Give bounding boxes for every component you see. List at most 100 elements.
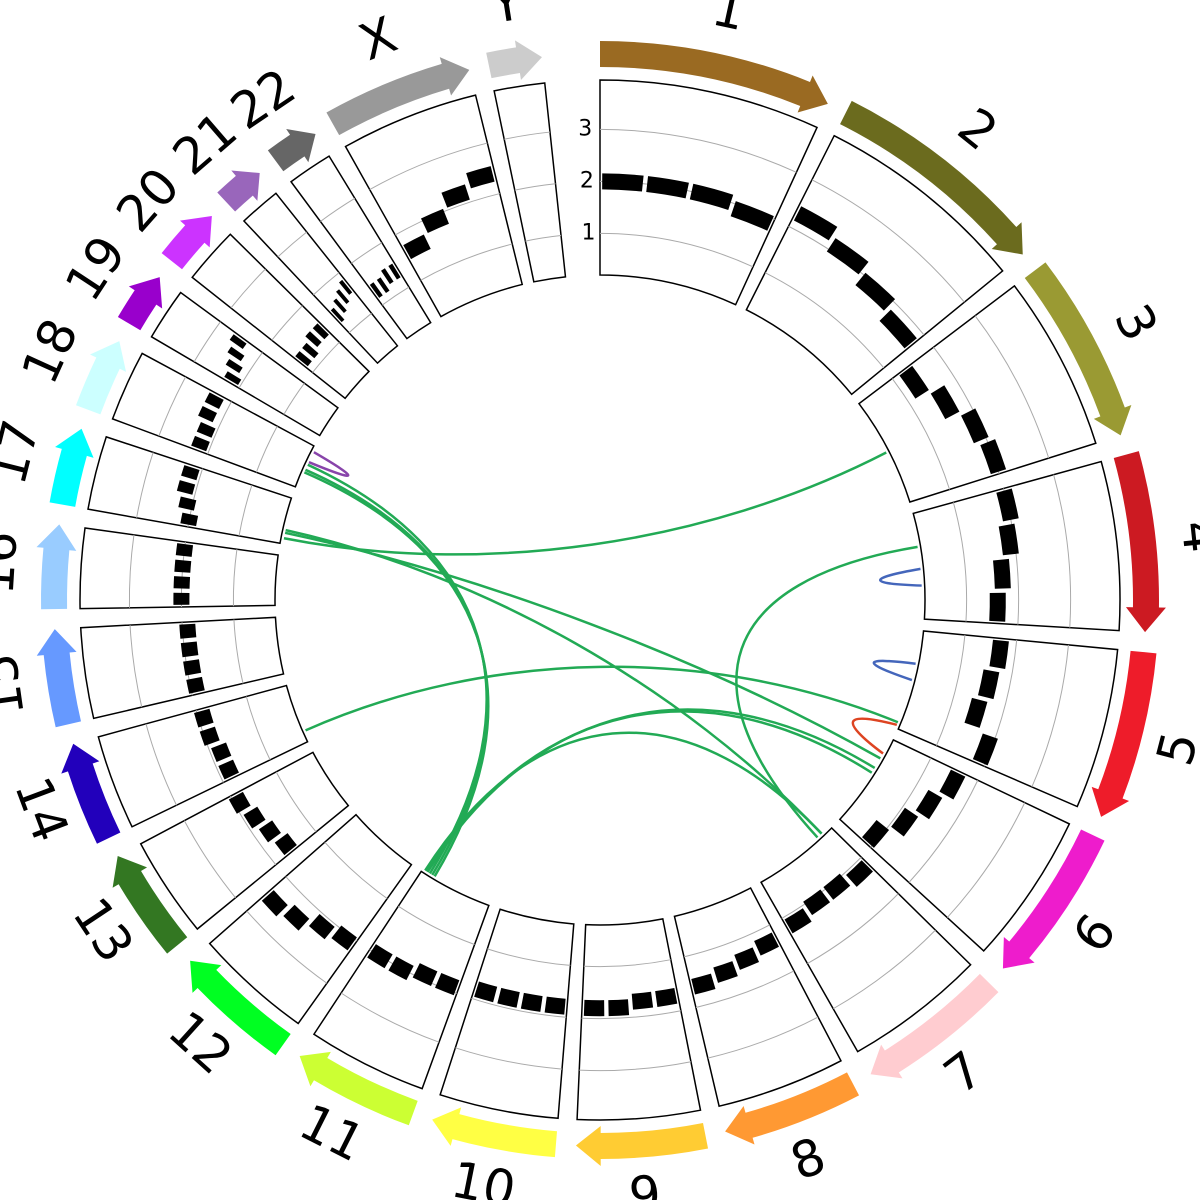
copy-number-segment: [191, 660, 193, 674]
copy-number-segment: [424, 216, 446, 225]
copy-number-segment: [372, 951, 389, 962]
copy-number-segment: [392, 963, 410, 973]
copy-number-segment: [344, 286, 347, 289]
link: [874, 661, 916, 680]
copy-number-segment: [207, 729, 212, 743]
chromosome-label: 16: [0, 530, 29, 597]
copy-number-segment: [737, 955, 756, 963]
copy-number-segment: [444, 192, 467, 200]
copy-number-segment: [438, 980, 456, 987]
copy-number-segment: [986, 671, 992, 697]
copy-number-segment: [194, 678, 197, 692]
copy-number-segment: [188, 514, 190, 524]
link: [309, 452, 348, 476]
copy-number-segment: [336, 314, 339, 317]
copy-number-segment: [205, 409, 209, 418]
copy-number-segment: [187, 624, 188, 638]
copy-number-segment: [199, 439, 203, 449]
copy-number-segment: [231, 375, 234, 381]
chromosome-arrow: [486, 40, 542, 80]
chromosome-label: 2: [947, 97, 1008, 162]
copy-number-segment: [250, 811, 258, 824]
link: [426, 711, 872, 871]
copy-number-segment: [268, 895, 282, 910]
copy-number-segment: [946, 773, 958, 795]
copy-number-segment: [608, 1007, 628, 1008]
copy-number-segment: [219, 745, 224, 759]
copy-number-segment: [232, 363, 236, 368]
copy-number-segment: [972, 700, 980, 725]
chromosome-label: 15: [0, 650, 36, 721]
copy-number-segment: [341, 295, 344, 298]
chromosome-label: 20: [105, 157, 191, 243]
copy-number-segment: [469, 174, 493, 181]
chromosome-label: 17: [0, 414, 51, 490]
copy-number-segment: [226, 763, 232, 776]
copy-number-segment: [336, 932, 352, 944]
chromosome-label: 18: [11, 310, 90, 392]
copy-number-segment: [997, 593, 998, 621]
copy-number-segment: [393, 270, 397, 272]
copy-number-segment: [385, 275, 389, 277]
chromosome-arrow: [268, 129, 316, 171]
copy-number-segment: [416, 970, 434, 978]
copy-number-segment: [281, 838, 290, 850]
copy-number-segment: [602, 181, 643, 183]
chromosome-label: Y: [486, 0, 527, 35]
copy-number-segment: [308, 348, 312, 353]
copy-number-segment: [289, 910, 304, 924]
copy-number-segment: [202, 711, 206, 725]
copy-number-segment: [980, 736, 990, 762]
chromosome-label: 4: [1170, 518, 1200, 556]
chromosome-arrow: [118, 277, 162, 330]
copy-number-segment: [1007, 525, 1011, 554]
copy-number-segment: [189, 468, 192, 478]
copy-number-segment: [302, 356, 306, 361]
copy-number-segment: [632, 1000, 652, 1002]
copy-number-segment: [997, 641, 1001, 668]
chromosome-arrow: [576, 1123, 708, 1166]
chromosome-arrow: [162, 216, 212, 269]
copy-number-segment: [692, 192, 731, 203]
chromosome-label: 3: [1103, 295, 1169, 350]
chromosome-arrow: [37, 629, 81, 727]
copy-number-segment: [212, 396, 217, 405]
copy-number-segment: [922, 794, 935, 815]
copy-number-segment: [186, 498, 188, 508]
copy-number-segment: [851, 866, 867, 881]
chromosome-label: 10: [447, 1150, 521, 1200]
copy-number-segment: [716, 969, 735, 976]
link: [285, 533, 880, 759]
copy-number-segment: [477, 989, 496, 994]
copy-number-segment: [311, 337, 315, 342]
copy-number-segment: [189, 642, 191, 656]
copy-number-segment: [828, 880, 845, 894]
chromosome-label: 1: [707, 0, 750, 42]
chromosome-label: 8: [783, 1126, 833, 1191]
copy-number-segment: [1004, 491, 1011, 520]
chromosome-arrow: [217, 171, 259, 212]
chromosome-label: 7: [934, 1040, 995, 1105]
copy-number-segment: [234, 351, 238, 356]
chromosome-label: 6: [1062, 904, 1128, 963]
chromosome-label: X: [352, 6, 405, 73]
copy-number-segment: [266, 825, 275, 838]
y-tick-label: 1: [581, 221, 595, 246]
copy-number-segment: [375, 289, 379, 292]
copy-number-segment: [184, 544, 185, 556]
copy-number-segment: [546, 1005, 565, 1007]
link: [880, 569, 921, 586]
link: [286, 530, 822, 834]
copy-number-segment: [499, 996, 518, 1000]
copy-number-segment: [656, 996, 676, 999]
copy-number-segment: [407, 242, 427, 252]
chromosome-label: 9: [627, 1165, 663, 1200]
chromosome-label: 14: [3, 769, 80, 849]
y-tick-label: 2: [580, 169, 594, 194]
copy-number-segment: [757, 940, 775, 949]
copy-number-segment: [182, 560, 183, 572]
copy-number-segment: [381, 284, 385, 287]
copy-number-segment: [789, 915, 808, 927]
chromosome-label: 19: [54, 226, 137, 311]
